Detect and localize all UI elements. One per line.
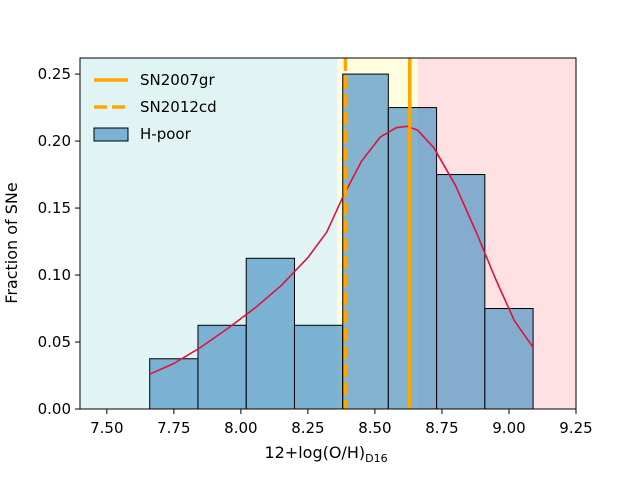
legend-label: H-poor: [140, 125, 192, 143]
y-tick-label: 0.05: [38, 333, 71, 351]
histogram-bar-2: [197, 324, 247, 410]
histogram-bar-6: [387, 107, 438, 410]
supernova-lines: [343, 58, 412, 409]
x-tick-label: 7.50: [90, 419, 123, 437]
histogram-bar-1: [149, 358, 199, 410]
histogram-bar-4: [293, 324, 344, 410]
plot-frame: [79, 57, 577, 410]
legend-swatch-h-poor: [93, 127, 129, 142]
histogram-bars: [149, 73, 534, 410]
legend-label: SN2007gr: [140, 71, 215, 89]
y-axis-label: Fraction of SNe: [2, 182, 21, 303]
x-tick-label: 8.00: [224, 419, 257, 437]
y-tick-label: 0.25: [38, 65, 71, 83]
y-tick-label: 0.10: [38, 266, 71, 284]
x-tick-label: 9.25: [559, 419, 592, 437]
x-tick-label: 8.50: [358, 419, 391, 437]
kde-curve-group: [149, 125, 534, 375]
y-tick-label: 0.15: [38, 199, 71, 217]
y-tick-label: 0.00: [38, 400, 71, 418]
x-tick-label: 7.75: [157, 419, 190, 437]
y-axis-ticks: 0.00 0.05 0.10 0.15 0.20 0.25: [38, 65, 80, 418]
histogram-bar-8: [484, 308, 534, 410]
y-tick-label: 0.20: [38, 132, 71, 150]
histogram-bar-5: [342, 73, 389, 410]
x-tick-label: 9.00: [492, 419, 525, 437]
x-tick-label: 8.25: [291, 419, 324, 437]
x-tick-label: 8.75: [425, 419, 458, 437]
x-axis-ticks: 7.50 7.75 8.00 8.25 8.50 8.75 9.00 9.25: [90, 409, 593, 437]
histogram-bar-7: [436, 174, 486, 410]
kde-curve: [149, 125, 534, 375]
x-axis-label: 12+log(O/H)D16: [264, 443, 387, 465]
legend: SN2007gr SN2012cd H-poor: [93, 71, 217, 143]
histogram-bar-3: [245, 257, 295, 410]
legend-label: SN2012cd: [140, 98, 217, 116]
